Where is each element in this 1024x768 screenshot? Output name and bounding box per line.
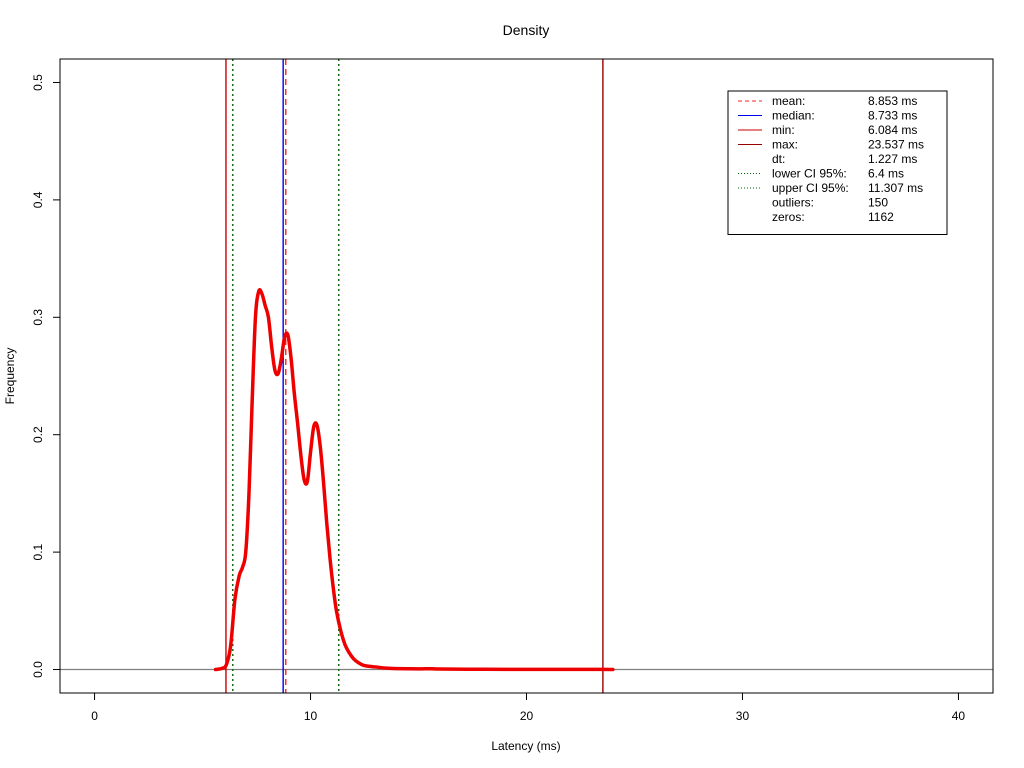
chart-title: Density	[503, 22, 550, 38]
legend-label: max:	[772, 138, 798, 152]
legend-value: 1.227 ms	[868, 152, 917, 166]
legend-value: 23.537 ms	[868, 138, 924, 152]
legend-label: outliers:	[772, 196, 814, 210]
x-tick-label: 20	[520, 709, 534, 723]
y-tick-label: 0.5	[31, 74, 45, 91]
y-tick-label: 0.2	[31, 426, 45, 443]
x-axis: 0 10 20 30 40	[91, 692, 966, 723]
y-tick-label: 0.1	[31, 543, 45, 560]
y-axis-label: Frequency	[3, 348, 17, 405]
legend-label: zeros:	[772, 210, 805, 224]
legend-value: 6.4 ms	[868, 167, 904, 181]
x-tick-label: 10	[304, 709, 318, 723]
y-axis: 0.0 0.1 0.2 0.3 0.4 0.5	[31, 74, 61, 678]
x-tick-label: 30	[736, 709, 750, 723]
legend-label: median:	[772, 109, 815, 123]
legend-value: 8.733 ms	[868, 109, 917, 123]
y-tick-label: 0.0	[31, 661, 45, 678]
legend-label: dt:	[772, 152, 785, 166]
legend-box	[727, 90, 948, 235]
legend-value: 150	[868, 196, 888, 210]
y-tick-label: 0.3	[31, 309, 45, 326]
density-curve	[213, 288, 615, 672]
legend-label: upper CI 95%:	[772, 181, 849, 195]
legend-value: 6.084 ms	[868, 123, 917, 137]
legend-label: min:	[772, 123, 795, 137]
x-tick-label: 0	[91, 709, 98, 723]
legend-label: lower CI 95%:	[772, 167, 847, 181]
legend-value: 8.853 ms	[868, 94, 917, 108]
x-axis-label: Latency (ms)	[491, 739, 560, 753]
legend-value: 1162	[868, 210, 894, 224]
legend: mean: 8.853 ms median: 8.733 ms min: 6.084 ms…	[727, 90, 948, 235]
y-tick-label: 0.4	[31, 191, 45, 208]
x-tick-label: 40	[952, 709, 966, 723]
legend-label: mean:	[772, 94, 805, 108]
plot-area	[60, 59, 993, 693]
legend-value: 11.307 ms	[868, 181, 923, 195]
